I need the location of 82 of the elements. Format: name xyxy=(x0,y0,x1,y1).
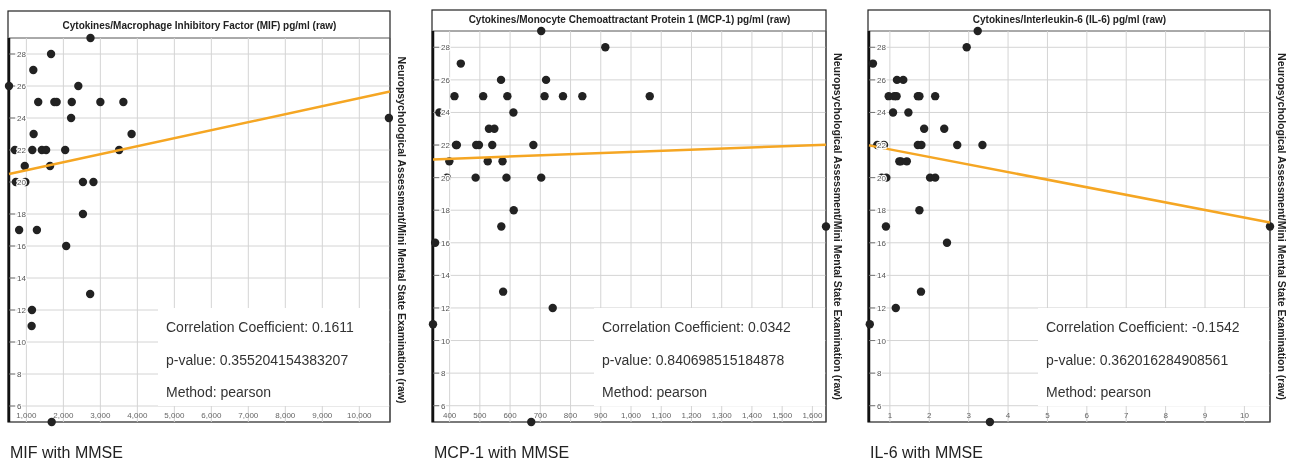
annotation: p-value: 0.840698515184878 xyxy=(602,351,785,368)
chart-title: Cytokines/Monocyte Chemoattractant Protein 1 (MCP-1) pg/ml (raw) xyxy=(468,14,791,25)
x-tick-label: 10 xyxy=(1239,411,1250,420)
text: MCP-1 with MMSE xyxy=(434,444,570,461)
annotation: Method: pearson xyxy=(166,384,272,400)
annotation: p-value: 0.355204154383207 xyxy=(166,351,349,368)
x-tick-label: 4,000 xyxy=(127,411,148,420)
x-tick-label: 900 xyxy=(594,411,608,420)
x-tick-label: 10,000 xyxy=(347,411,373,420)
y-tick-label: 8 xyxy=(441,369,446,379)
x-tick-label: 800 xyxy=(563,411,578,420)
x-tick-label: 5,000 xyxy=(164,411,185,420)
x-tick-label: 400 xyxy=(442,411,457,420)
x-tick-label: 1,100 xyxy=(651,411,672,420)
y-tick-label: 18 xyxy=(441,206,451,216)
y-tick-label: 10 xyxy=(17,338,27,347)
x-tick-label: 1,000 xyxy=(621,411,642,420)
annotation: Correlation Coefficient: -0.1542 xyxy=(1046,319,1240,335)
x-tick-label: 6 xyxy=(1084,411,1090,420)
x-tick-label: 6,000 xyxy=(201,411,222,420)
annotation: Method: pearson xyxy=(602,384,708,400)
chart-title: Cytokines/Macrophage Inhibitory Factor (MIF) pg/ml (raw) xyxy=(62,20,337,31)
x-tick-label: 7,000 xyxy=(238,411,259,420)
x-tick-label: 2,000 xyxy=(53,411,74,420)
text: IL-6 with MMSE xyxy=(870,444,983,461)
y-tick-label: 10 xyxy=(877,336,887,346)
y-tick-label: 26 xyxy=(877,75,887,85)
y-axis-title: Neuropsychological Assessment/Mini Mental State Examination (raw) xyxy=(396,56,408,404)
annotation: Correlation Coefficient: 0.1611 xyxy=(166,319,355,335)
x-tick-label: 5 xyxy=(1045,411,1051,420)
y-tick-label: 10 xyxy=(441,336,451,346)
y-tick-label: 28 xyxy=(877,43,887,53)
y-tick-label: 16 xyxy=(17,242,27,251)
x-tick-label: 1,300 xyxy=(711,411,733,420)
x-tick-label: 2 xyxy=(927,411,933,420)
text: MIF with MMSE xyxy=(10,444,123,461)
x-tick-label: 1 xyxy=(887,411,893,420)
y-tick-label: 18 xyxy=(17,210,27,219)
y-axis-title: Neuropsychological Assessment/Mini Mental State Examination (raw) xyxy=(832,53,844,400)
chart-title: Cytokines/Interleukin-6 (IL-6) pg/ml (raw) xyxy=(972,14,1167,25)
y-tick-label: 6 xyxy=(17,402,22,411)
x-tick-label: 3 xyxy=(966,411,972,420)
x-tick-label: 9,000 xyxy=(312,411,333,420)
x-tick-label: 700 xyxy=(533,411,548,420)
y-tick-label: 8 xyxy=(877,369,882,379)
y-tick-label: 12 xyxy=(17,306,27,315)
y-tick-label: 22 xyxy=(441,141,451,151)
y-tick-label: 12 xyxy=(877,303,887,313)
y-tick-label: 26 xyxy=(441,75,451,85)
y-tick-label: 14 xyxy=(877,271,887,281)
y-tick-label: 24 xyxy=(17,114,27,123)
annotation: p-value: 0.362016284908561 xyxy=(1046,351,1229,368)
x-tick-label: 1,200 xyxy=(681,411,703,420)
x-tick-label: 7 xyxy=(1124,411,1129,420)
annotation: Correlation Coefficient: 0.0342 xyxy=(602,319,792,335)
y-tick-label: 24 xyxy=(877,108,887,118)
x-tick-label: 3,000 xyxy=(90,411,111,420)
x-tick-label: 1,000 xyxy=(16,411,37,420)
x-tick-label: 1,600 xyxy=(802,411,823,420)
y-tick-label: 14 xyxy=(17,274,27,283)
y-axis-title: Neuropsychological Assessment/Mini Mental State Examination (raw) xyxy=(1276,53,1288,400)
x-tick-label: 9 xyxy=(1202,411,1208,420)
y-tick-label: 8 xyxy=(17,370,22,379)
x-tick-label: 8,000 xyxy=(275,411,296,420)
y-tick-label: 14 xyxy=(441,271,451,281)
y-tick-label: 6 xyxy=(441,401,446,411)
y-tick-label: 6 xyxy=(877,401,882,411)
y-tick-label: 20 xyxy=(877,173,887,183)
x-tick-label: 1,400 xyxy=(741,411,763,420)
y-tick-label: 28 xyxy=(17,50,27,59)
x-tick-label: 1,500 xyxy=(772,411,793,420)
x-tick-label: 600 xyxy=(503,411,518,420)
y-tick-label: 28 xyxy=(441,43,451,53)
x-tick-label: 500 xyxy=(473,411,488,420)
x-tick-label: 4 xyxy=(1005,411,1011,420)
annotation: Method: pearson xyxy=(1046,384,1152,400)
y-tick-label: 16 xyxy=(441,238,451,248)
y-tick-label: 16 xyxy=(877,238,887,248)
y-tick-label: 26 xyxy=(17,82,27,91)
y-tick-label: 12 xyxy=(441,303,451,313)
x-tick-label: 8 xyxy=(1163,411,1169,420)
y-tick-label: 18 xyxy=(877,206,887,216)
